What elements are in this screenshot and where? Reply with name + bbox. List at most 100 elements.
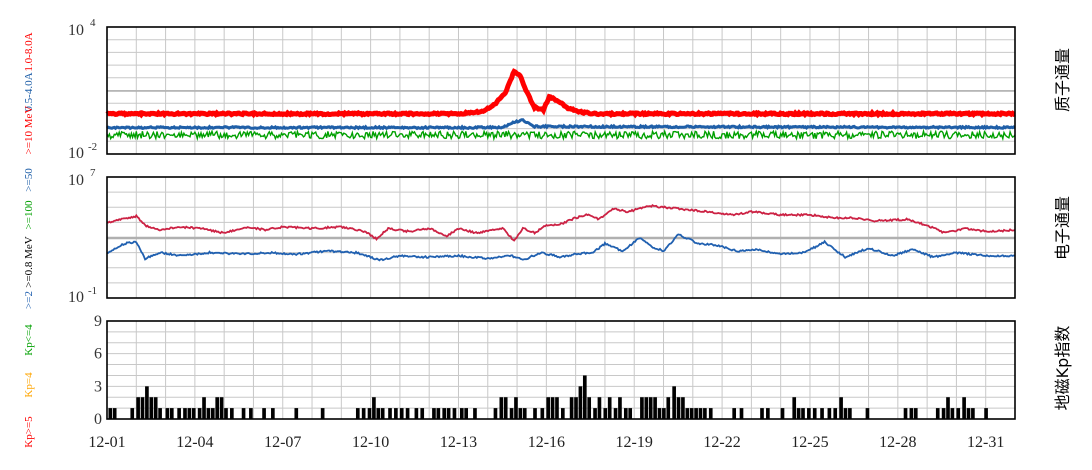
- kp-bar: [112, 408, 117, 419]
- kp-bar: [230, 408, 234, 419]
- x-tick-label: 12-22: [703, 434, 740, 451]
- kp-bar: [169, 408, 174, 419]
- kp-bar: [372, 397, 376, 419]
- kp-bar: [662, 408, 666, 419]
- xray-legend-blue: 0.5-4.0A: [23, 72, 35, 111]
- proton-y-bottom-label: 10: [68, 145, 84, 162]
- kp-bar: [388, 408, 392, 419]
- kp-bar: [367, 408, 372, 419]
- kp-bar: [153, 397, 158, 419]
- kp-y-tick-label: 9: [94, 313, 102, 330]
- kp-y-tick-label: 3: [94, 378, 102, 395]
- kp-bar: [518, 408, 523, 419]
- kp-bar: [644, 397, 649, 419]
- kp-bar: [681, 397, 685, 419]
- series-line--0-8-mev: [106, 204, 1016, 242]
- x-tick-label: 12-04: [176, 434, 213, 451]
- kp-bar: [971, 408, 975, 419]
- kp-bar: [320, 408, 325, 419]
- kp-bar: [432, 408, 436, 419]
- xray-legend: 1.0-8.0A 0.5-4.0A: [23, 32, 35, 111]
- kp-bar: [708, 408, 713, 419]
- kp-bar: [593, 408, 597, 419]
- kp-bar: [640, 397, 644, 419]
- kp-bar: [224, 408, 228, 419]
- kp-bar: [414, 408, 419, 419]
- kp-bar: [183, 408, 187, 419]
- kp-legend: Kp<=4 Kp=4 Kp>=5: [23, 324, 35, 448]
- kp-bar: [446, 408, 451, 419]
- kp-bar: [839, 397, 843, 419]
- proton-y-labels: 10 4 10 -2: [68, 17, 97, 162]
- kp-bar: [555, 397, 559, 419]
- kp-bar: [540, 408, 545, 419]
- kp-bar: [962, 397, 966, 419]
- kp-legend-eq4: Kp=4: [23, 372, 35, 398]
- kp-bar: [698, 408, 703, 419]
- proton-frame: [106, 26, 1016, 155]
- electron-y-labels: 10 7 10 -1: [68, 167, 97, 306]
- proton-y-top-label: 10: [68, 22, 84, 39]
- proton-title: 质子通量: [1053, 48, 1072, 112]
- kp-bar: [766, 408, 770, 419]
- kp-index-panel: [106, 320, 1016, 420]
- electron-legend-08: >=0.8 MeV: [23, 236, 35, 288]
- kp-bar: [618, 397, 622, 419]
- kp-bar: [792, 397, 797, 419]
- kp-bar: [436, 408, 441, 419]
- kp-bar: [613, 408, 618, 419]
- kp-title: 地磁Kp指数: [1053, 326, 1072, 411]
- proton-legend-100: >=100: [23, 200, 35, 229]
- kp-bar: [202, 397, 206, 419]
- kp-bar: [648, 397, 653, 419]
- proton-legend-50: >=50: [23, 168, 35, 192]
- electron-flux-panel: [106, 176, 1016, 299]
- kp-bar: [935, 408, 940, 419]
- x-tick-label: 12-31: [967, 434, 1004, 451]
- series-line--10-mev: [105, 68, 1016, 119]
- electron-y-bottom-label: 10: [68, 289, 84, 306]
- kp-bar: [108, 408, 113, 419]
- x-tick-label: 12-25: [791, 434, 828, 451]
- kp-bar: [807, 408, 811, 419]
- kp-bar: [703, 408, 707, 419]
- kp-bar: [206, 408, 211, 419]
- kp-bar: [158, 408, 162, 419]
- kp-bar: [546, 397, 551, 419]
- kp-bar: [149, 397, 154, 419]
- kp-bar: [903, 408, 908, 419]
- kp-bar: [399, 408, 404, 419]
- kp-legend-le4: Kp<=4: [23, 324, 35, 356]
- kp-bar: [666, 397, 671, 419]
- kp-bar: [459, 408, 464, 419]
- kp-bar: [685, 408, 690, 419]
- proton-flux-panel: [105, 26, 1016, 155]
- kp-bar: [848, 408, 852, 419]
- kp-bar: [582, 375, 587, 419]
- proton-y-top-exp: 4: [90, 17, 96, 29]
- electron-frame: [106, 176, 1016, 299]
- kp-bar: [509, 408, 514, 419]
- xray-legend-red: 1.0-8.0A: [23, 32, 35, 71]
- x-tick-label: 12-19: [616, 434, 653, 451]
- kp-bar: [452, 408, 457, 419]
- kp-bar: [533, 408, 537, 419]
- kp-bar: [843, 408, 848, 419]
- series-line--100: [106, 128, 1016, 142]
- kp-bar: [827, 408, 832, 419]
- kp-bar: [946, 397, 950, 419]
- kp-bar: [361, 408, 366, 419]
- kp-bar: [503, 397, 508, 419]
- x-tick-label: 12-28: [879, 434, 916, 451]
- kp-bar: [657, 408, 662, 419]
- kp-bar: [653, 397, 657, 419]
- kp-y-tick-label: 6: [94, 346, 102, 363]
- kp-bar: [165, 408, 170, 419]
- electron-y-bottom-exp: -1: [88, 285, 97, 297]
- kp-bar: [271, 408, 275, 419]
- kp-bar: [394, 408, 398, 419]
- kp-bar: [262, 408, 266, 419]
- kp-bar: [355, 408, 360, 419]
- electron-y-top-label: 10: [68, 172, 84, 189]
- x-tick-label: 12-13: [440, 434, 477, 451]
